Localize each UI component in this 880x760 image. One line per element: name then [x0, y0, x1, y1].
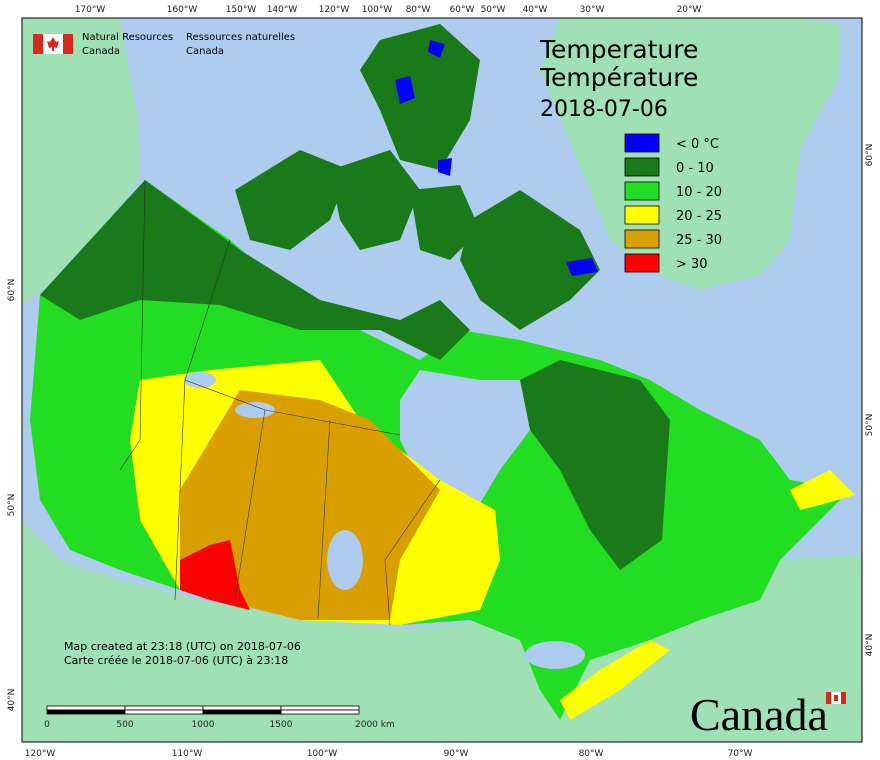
lake-winnipeg: [327, 530, 363, 590]
maritimes-yellow: [790, 470, 855, 510]
scale-bar: 0 500 1000 1500 2000 km: [44, 705, 395, 730]
ice-cap-2: [428, 40, 445, 58]
scale-segment: [124, 709, 204, 715]
scale-label: 1500: [270, 720, 293, 730]
legend-swatch: [624, 205, 660, 225]
date: 2018-07-06: [540, 97, 668, 122]
great-lakes: [525, 641, 585, 669]
hot-zone: [180, 540, 250, 610]
org-en: Canada: [82, 46, 120, 57]
north-band: [40, 180, 470, 360]
legend-label: 20 - 25: [676, 209, 722, 224]
arctic-island-3: [360, 24, 480, 170]
footer-note: Map created at 23:18 (UTC) on 2018-07-06: [64, 640, 301, 653]
ice-cap-1: [395, 76, 415, 104]
wordmark: Canada: [690, 689, 828, 740]
greenland: [540, 18, 840, 290]
great-bear-lake: [184, 372, 216, 388]
lat-label: 60°N: [865, 144, 875, 167]
ontario-south: [560, 640, 670, 720]
lon-label: 120°W: [25, 749, 56, 759]
lon-label: 100°W: [307, 749, 338, 759]
legend-label: 0 - 10: [676, 161, 714, 176]
map-frame: [21, 17, 863, 743]
lat-label: 40°N: [7, 689, 17, 712]
footer-note: Carte créée le 2018-07-06 (UTC) à 23:18: [64, 654, 288, 667]
scale-segment: [124, 705, 204, 711]
border-line: [384, 479, 441, 626]
flag-bar: [826, 692, 831, 704]
lat-label: 50°N: [7, 494, 17, 517]
map-area: [22, 18, 862, 742]
lon-label: 50°W: [481, 5, 506, 15]
lon-label: 80°W: [579, 749, 604, 759]
scale-label: 0: [44, 720, 50, 730]
maple-leaf: [834, 695, 838, 701]
org-fr: Ressources naturelles: [186, 32, 295, 43]
legend-label: > 30: [676, 257, 708, 272]
quebec-north: [520, 360, 670, 570]
arctic-island-2: [330, 150, 420, 250]
scale-segment: [202, 705, 282, 711]
ice-cap-4: [566, 258, 598, 276]
title: Temperature: [539, 35, 698, 64]
org-fr: Canada: [186, 46, 224, 57]
flag-bar: [63, 34, 73, 54]
lon-label: 150°W: [226, 5, 257, 15]
lon-label: 170°W: [75, 5, 106, 15]
lon-label: 70°W: [728, 749, 753, 759]
wordmark-flag: [826, 692, 846, 704]
scale-segment: [280, 705, 360, 711]
legend-label: 10 - 20: [676, 185, 722, 200]
scale-label: 1000: [192, 720, 215, 730]
scale-label: 2000 km: [355, 720, 395, 730]
flag-bar: [841, 692, 846, 704]
scale-segment: [202, 709, 282, 715]
lon-label: 20°W: [677, 5, 702, 15]
lat-label: 40°N: [865, 634, 875, 657]
arctic-island-4: [410, 185, 480, 260]
prairie-orange: [180, 390, 440, 620]
legend-swatch: [624, 157, 660, 177]
scale-segment: [46, 709, 126, 715]
scale-label: 500: [116, 720, 133, 730]
scale-segment: [46, 705, 126, 711]
lon-label: 40°W: [523, 5, 548, 15]
legend-swatch: [624, 253, 660, 273]
flag-bar: [33, 34, 43, 54]
legend-swatch: [624, 133, 660, 153]
lon-label: 90°W: [444, 749, 469, 759]
lon-label: 120°W: [319, 5, 350, 15]
legend-label: 25 - 30: [676, 233, 722, 248]
baffin: [460, 190, 600, 330]
logo: Natural Resources Canada Ressources natu…: [33, 32, 295, 57]
legend-label: < 0 °C: [676, 137, 719, 152]
lon-label: 160°W: [167, 5, 198, 15]
legend-swatch: [624, 181, 660, 201]
lon-label: 30°W: [580, 5, 605, 15]
alaska: [22, 18, 140, 305]
border-line: [264, 409, 401, 436]
org-en: Natural Resources: [82, 32, 173, 43]
lat-label: 50°N: [865, 414, 875, 437]
legend-swatch: [624, 229, 660, 249]
legend: < 0 °C 0 - 10 10 - 20 20 - 25 25 - 30 > 30: [624, 133, 722, 273]
lon-label: 80°W: [406, 5, 431, 15]
border-line: [119, 179, 146, 471]
great-slave-lake: [235, 402, 275, 418]
title-fr: Température: [539, 63, 698, 92]
lon-label: 140°W: [267, 5, 298, 15]
border-line: [317, 419, 331, 619]
ice-cap-3: [438, 158, 452, 176]
scale-segment: [280, 709, 360, 715]
lon-label: 110°W: [172, 749, 203, 759]
lat-label: 60°N: [7, 279, 17, 302]
graticule-labels: 170°W 160°W 150°W 140°W 120°W 100°W 80°W 60°W 50…: [7, 5, 875, 759]
maple-leaf: [47, 37, 59, 51]
arctic-island-1: [235, 150, 350, 250]
lon-label: 100°W: [362, 5, 393, 15]
lon-label: 60°W: [450, 5, 475, 15]
